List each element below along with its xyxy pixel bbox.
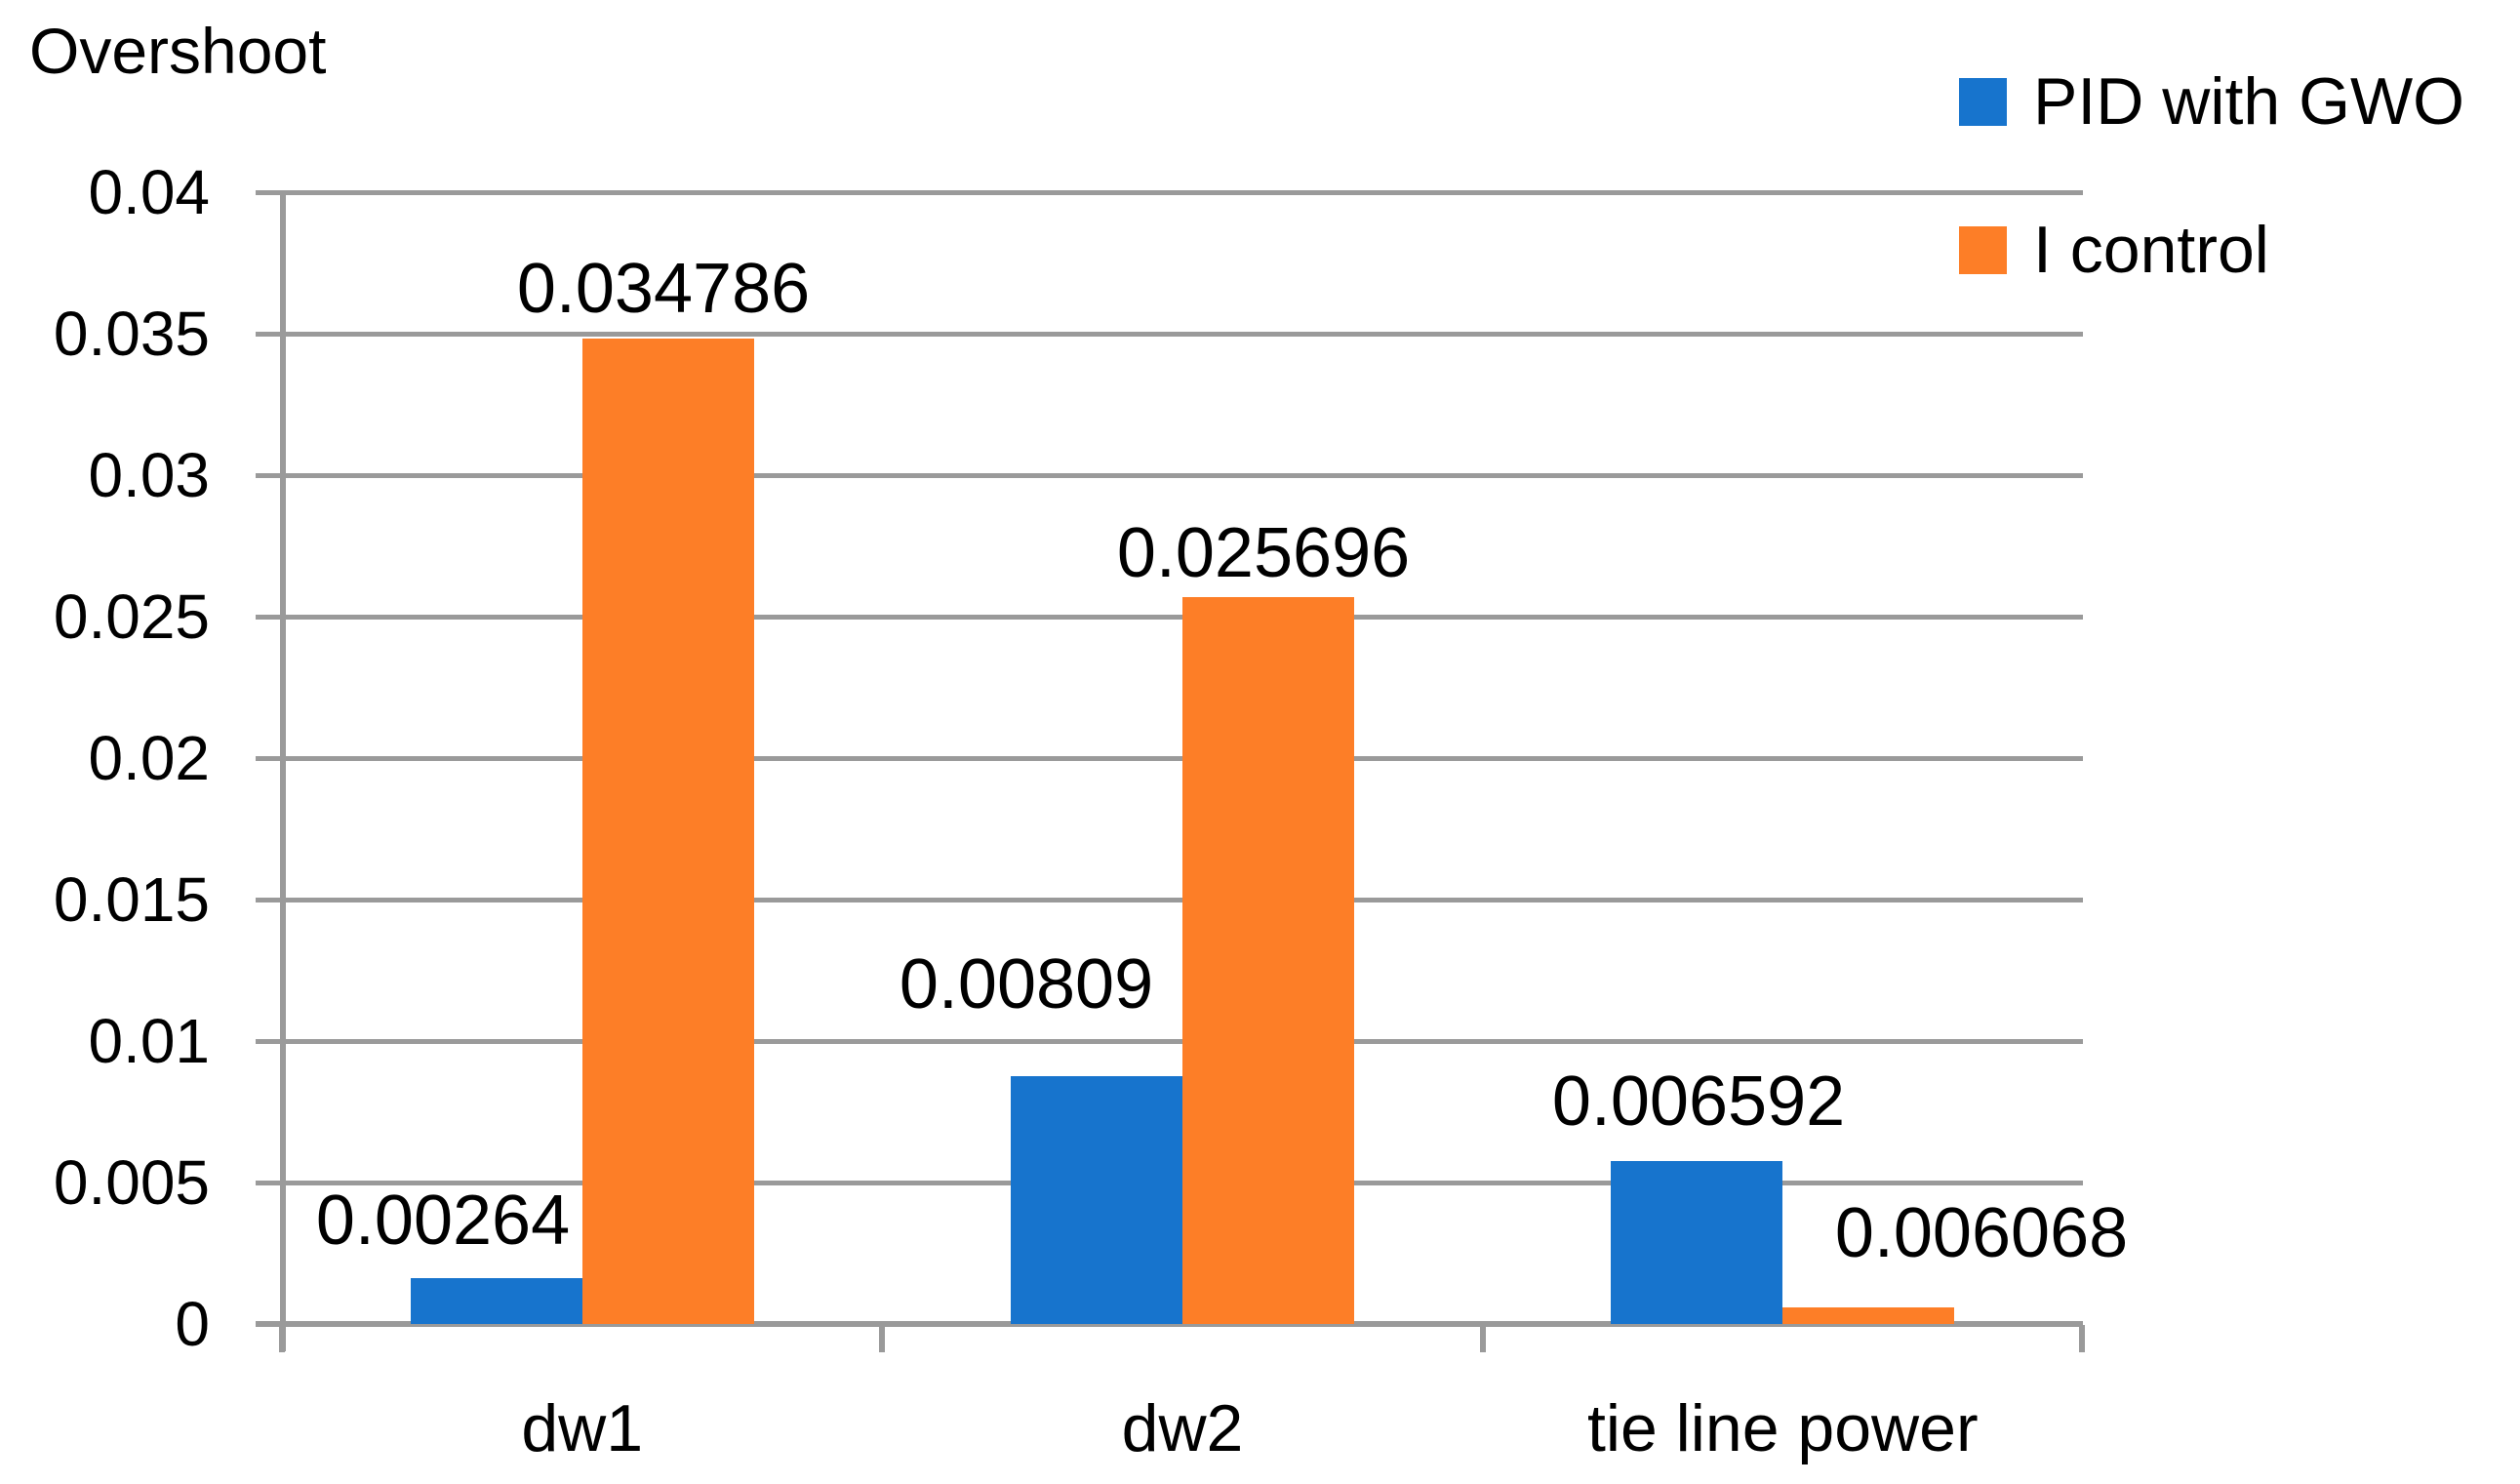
bar-i-control-dw1 [581, 338, 754, 1324]
legend-label: I control [2033, 213, 2269, 287]
y-axis-line [280, 192, 286, 1351]
bar-pid-with-gwo-tie-line-power [1611, 1160, 1783, 1324]
data-label: 0.034786 [516, 250, 811, 328]
gridline [256, 1038, 2083, 1044]
y-axis-tick-label: 0.01 [88, 1006, 210, 1076]
bar-i-control-dw2 [1182, 596, 1354, 1324]
y-axis-tick-label: 0 [175, 1289, 210, 1359]
y-axis-tick-label: 0.025 [53, 582, 210, 652]
gridline [256, 189, 2083, 195]
x-axis-tick [1479, 1325, 1486, 1352]
bar-i-control-tie-line-power [1782, 1306, 1955, 1324]
legend-swatch-orange [1959, 225, 2007, 274]
y-axis-tick-label: 0.015 [53, 864, 210, 935]
y-axis-tick-label: 0.005 [53, 1147, 210, 1218]
legend-item-i-control: I control [1959, 217, 2269, 283]
x-axis-label: dw2 [1121, 1391, 1244, 1465]
data-label: 0.006592 [1551, 1063, 1846, 1141]
gridline [256, 331, 2083, 337]
legend-label: PID with GWO [2033, 64, 2465, 139]
gridline [256, 755, 2083, 761]
y-axis-tick-label: 0.03 [88, 440, 210, 510]
x-axis-tick [279, 1325, 285, 1352]
gridline [256, 472, 2083, 478]
data-label: 0.00809 [899, 945, 1154, 1023]
x-axis-label: dw1 [521, 1391, 644, 1465]
y-axis-tick-label: 0.02 [88, 723, 210, 793]
bar-pid-with-gwo-dw2 [1011, 1075, 1182, 1324]
legend-item-pid-with-gwo: PID with GWO [1959, 68, 2464, 135]
data-label: 0.00264 [315, 1182, 571, 1260]
x-axis-line [256, 1321, 2083, 1327]
gridline [256, 897, 2083, 902]
data-label: 0.025696 [1116, 514, 1411, 592]
y-axis-tick-label: 0.035 [53, 299, 210, 369]
chart-title: Overshoot [29, 15, 327, 87]
legend-swatch-blue [1959, 77, 2007, 126]
x-axis-tick [2079, 1325, 2085, 1352]
y-axis-tick-label: 0.04 [88, 157, 210, 227]
bar-pid-with-gwo-dw1 [410, 1278, 582, 1324]
data-label: 0.006068 [1834, 1194, 2129, 1272]
x-axis-tick [879, 1325, 886, 1352]
x-axis-label: tie line power [1586, 1391, 1979, 1465]
gridline [256, 614, 2083, 620]
